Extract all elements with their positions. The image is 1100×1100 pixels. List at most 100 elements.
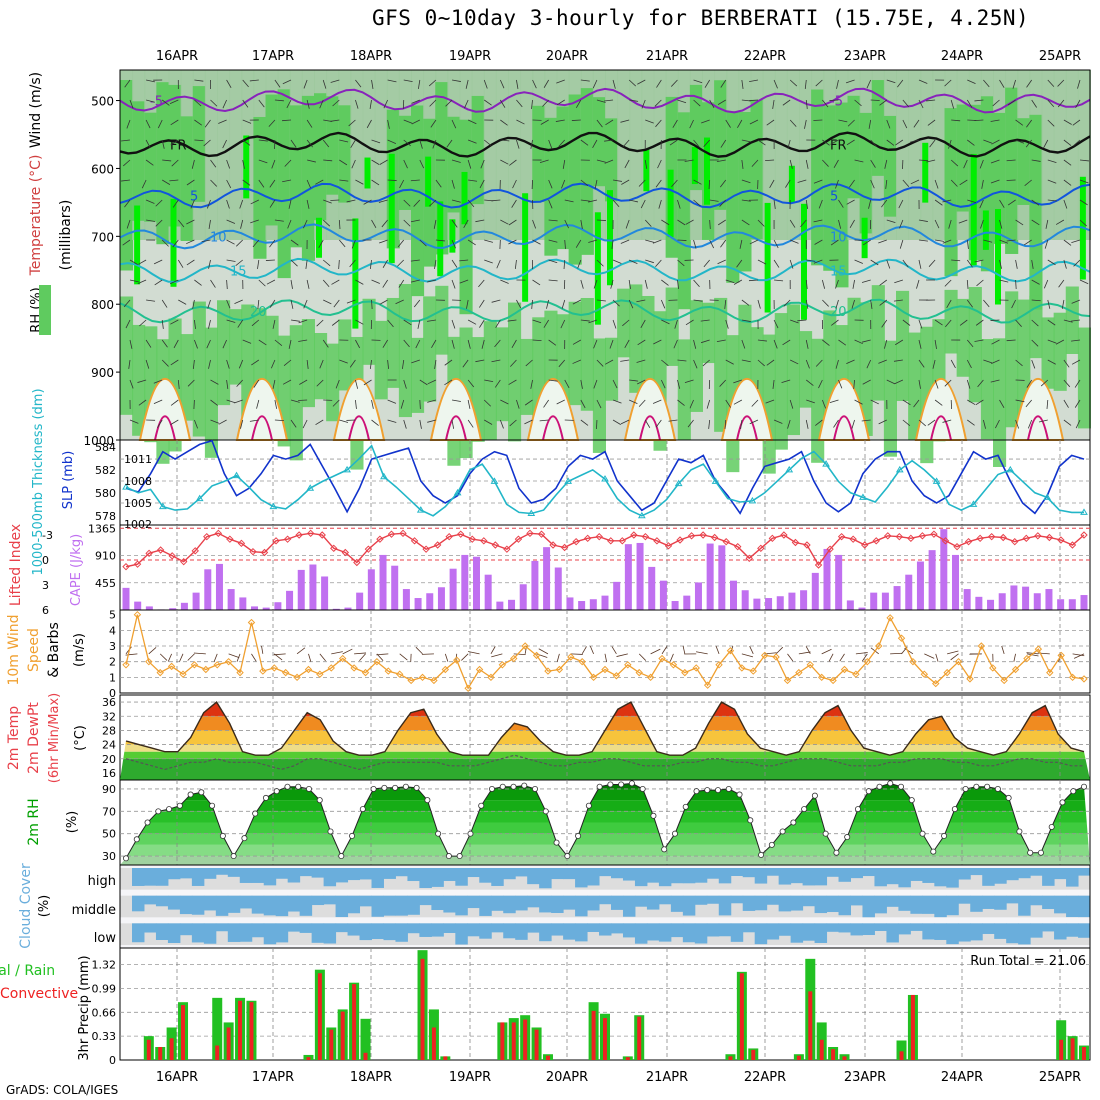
wind-barb [500, 119, 508, 126]
wind-barb [250, 219, 259, 224]
rh-band-high [811, 89, 825, 266]
thickness-tick-label: 580 [95, 487, 116, 500]
wind-barb [387, 79, 397, 83]
wind10m-marker [829, 676, 837, 685]
wind-barb [918, 259, 922, 269]
thickness-line-marker [674, 479, 683, 487]
wind-barb [772, 99, 775, 109]
wind-barb [966, 339, 974, 348]
thickness-axis-label: 1000-500mb Thickness (dm) [31, 388, 46, 575]
wind-barb [805, 159, 809, 169]
cloud-cell [167, 895, 181, 910]
wind10m-barb [193, 652, 206, 655]
rh-band-high [556, 106, 570, 250]
temp-band [120, 758, 1090, 780]
wind-barb [186, 259, 195, 266]
wind-barb [620, 119, 630, 123]
wind-barb [999, 279, 1009, 283]
wind-barb [918, 79, 928, 84]
lifted-index-marker [791, 538, 800, 547]
wind-barb [363, 199, 372, 205]
lifted-index-marker [803, 541, 811, 549]
wind-barb [847, 119, 855, 127]
thickness-line-marker [269, 502, 278, 510]
wind-barb [141, 179, 147, 189]
wind10m-barb [236, 653, 241, 662]
wind-barb [673, 339, 678, 349]
thickness-line-marker [711, 477, 720, 484]
precip-convective-bar [215, 1045, 220, 1060]
rh-band-low [1041, 317, 1055, 389]
wind-barb [349, 359, 356, 368]
rh-band-saturated [316, 217, 322, 258]
wind-barb [822, 339, 830, 346]
wind10m-marker [875, 642, 883, 650]
isotherm-label: -5 [830, 95, 843, 110]
wind-barb [797, 319, 807, 322]
cloud-cell [599, 895, 612, 905]
wind-barb [298, 319, 308, 324]
wind-barb [258, 179, 265, 188]
cape-bar [870, 592, 878, 610]
cloud-cell [706, 923, 720, 937]
rh2m-marker [338, 853, 345, 860]
temp2m-tick-label: 28 [102, 724, 116, 737]
wind-barb [282, 379, 292, 385]
rh2m-marker [510, 783, 517, 790]
wind10m-barb [839, 653, 845, 662]
wind-barb [854, 339, 863, 345]
wind-barb [451, 259, 458, 268]
temp-band [120, 702, 1090, 717]
cloud-cell [622, 868, 636, 881]
wind10m-marker [863, 657, 872, 666]
wind-barb [129, 379, 134, 389]
wind-barb [592, 139, 598, 149]
wind-barb [322, 139, 330, 148]
warm-plume [332, 377, 386, 441]
rh-band-low [762, 334, 776, 474]
wind10m-marker [167, 662, 176, 671]
cloud-cell [587, 923, 600, 932]
wind10m-marker [373, 657, 381, 666]
wind10m-barb [805, 646, 811, 655]
wind-barb [709, 199, 719, 202]
wind-barb [830, 239, 839, 246]
wind-barb [226, 199, 230, 209]
isotherm [119, 131, 1091, 158]
wind-barb [838, 199, 844, 208]
precip-tick-label: 0 [109, 1054, 116, 1067]
wind-barb [170, 319, 179, 325]
cloud-cell [826, 895, 840, 913]
wind10m-marker [441, 665, 450, 674]
lifted-index-marker [133, 560, 142, 568]
rh2m-marker [801, 806, 808, 813]
slp-line [125, 439, 1085, 515]
rh2m-marker [166, 806, 173, 813]
cloud-cell [742, 868, 756, 878]
wind-barb [831, 319, 839, 326]
wind-barb [236, 379, 244, 387]
cloud-cell [1054, 895, 1067, 914]
wind-barb [403, 419, 407, 429]
wind-barb [435, 239, 445, 242]
wind-barb [814, 239, 823, 245]
cloud-cell [1030, 868, 1043, 876]
cloud-cell [922, 868, 935, 883]
wind-barb [644, 219, 652, 227]
wind-barb [194, 99, 202, 107]
wind-barb [556, 99, 565, 106]
cape-bar [881, 592, 889, 610]
wind-barb [990, 159, 1000, 164]
rh-band-low [617, 288, 631, 358]
wind-barb [1046, 399, 1049, 409]
wind-barb [751, 159, 759, 167]
rh-band-mid [495, 70, 509, 240]
wind-barb [935, 239, 945, 242]
wind-barb [638, 179, 646, 187]
wind-barb [886, 379, 896, 385]
wind-barb [740, 419, 743, 429]
rh2m-marker [650, 812, 657, 819]
wind-barb [885, 179, 888, 189]
wind-barb [974, 259, 984, 263]
wind-barb [366, 119, 372, 129]
